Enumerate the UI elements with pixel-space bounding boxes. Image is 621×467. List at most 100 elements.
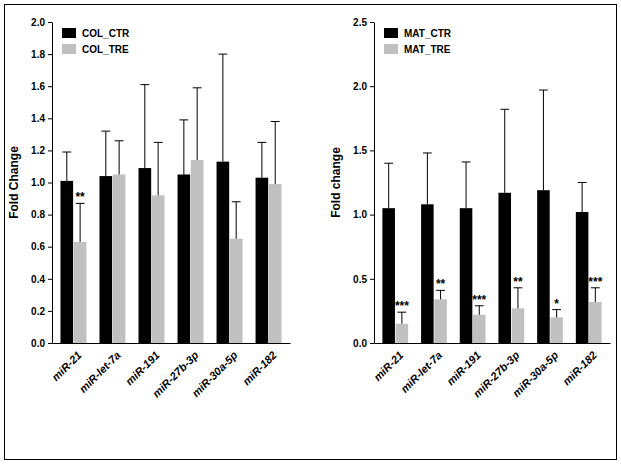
y-axis: 0.00.51.01.52.02.5 (353, 17, 374, 349)
error-bar (101, 131, 110, 176)
y-tick-mark (48, 22, 52, 23)
error-bar-cap (179, 119, 188, 120)
legend-swatch (384, 28, 398, 38)
y-axis-line (374, 23, 375, 344)
error-bar-stem (504, 109, 505, 192)
x-axis: miR-21miR-let-7amiR-191miR-27b-3pmiR-30a… (49, 343, 290, 400)
y-tick-mark (48, 343, 52, 344)
error-bar-stem (582, 183, 583, 213)
y-tick-mark (370, 279, 374, 280)
x-tick-label: miR-182 (560, 349, 599, 388)
error-bar-cap (218, 54, 227, 55)
error-bar-cap (115, 140, 124, 141)
y-tick-label: 1.4 (31, 113, 45, 124)
x-axis-line (53, 343, 291, 344)
x-tick: miR-30a-5p (510, 343, 561, 399)
x-tick: miR-let-7a (398, 343, 444, 395)
y-tick-label: 0.6 (31, 241, 45, 252)
error-bar-cap (140, 84, 149, 85)
bar (60, 181, 73, 343)
x-tick-label: miR-21 (371, 349, 405, 383)
error-bar (500, 109, 509, 192)
y-tick-mark (48, 247, 52, 248)
error-bar (62, 152, 71, 181)
y-tick-mark (48, 118, 52, 119)
figure-frame (5, 5, 617, 460)
x-axis-line (375, 343, 611, 344)
legend: MAT_CTRMAT_TRE (384, 28, 452, 55)
x-tick: miR-21 (371, 343, 405, 383)
bar (473, 315, 486, 343)
x-tick-label: miR-191 (123, 349, 162, 388)
x-tick: miR-30a-5p (189, 343, 240, 399)
x-tick: miR-182 (240, 343, 279, 388)
error-bar-cap (257, 142, 266, 143)
bar (99, 176, 112, 343)
error-bar (140, 85, 149, 168)
x-tick: miR-191 (444, 343, 483, 388)
legend-label: MAT_CTR (404, 28, 452, 39)
y-tick: 1.2 (31, 145, 52, 156)
series (60, 54, 268, 343)
error-bar-stem (427, 153, 428, 204)
annotations: ************** (395, 275, 603, 313)
bar (113, 174, 126, 343)
y-tick: 0.8 (31, 209, 52, 220)
error-bar (193, 88, 202, 160)
y-axis-title: Fold change (329, 147, 343, 218)
error-bar-stem (543, 90, 544, 190)
significance-label: *** (472, 293, 486, 307)
x-tick: miR-21 (49, 343, 83, 383)
error-bar (115, 141, 124, 175)
bar (217, 162, 230, 343)
error-bar (154, 142, 163, 195)
error-bar-stem (80, 203, 81, 242)
significance-label: *** (588, 275, 602, 289)
error-bar-stem (222, 54, 223, 162)
error-bar (384, 163, 393, 208)
y-tick-label: 0.0 (31, 338, 45, 349)
y-tick: 1.5 (353, 145, 374, 156)
y-tick-mark (48, 183, 52, 184)
y-tick: 1.8 (31, 49, 52, 60)
error-bar (436, 290, 445, 299)
y-axis-title: Fold Change (7, 146, 21, 219)
y-tick-mark (48, 311, 52, 312)
error-bar-stem (119, 141, 120, 175)
y-tick-mark (48, 279, 52, 280)
chart: **0.00.20.40.60.81.01.21.41.61.82.0miR-2… (7, 17, 290, 400)
series (382, 90, 588, 343)
y-tick: 0.4 (31, 274, 52, 285)
x-tick-label: miR-21 (49, 349, 83, 383)
bar (382, 208, 395, 343)
error-bar (232, 202, 241, 239)
y-tick-mark (370, 22, 374, 23)
error-bar-cap (62, 152, 71, 153)
y-tick-label: 0.0 (353, 338, 367, 349)
y-tick-label: 1.6 (31, 81, 45, 92)
y-tick: 1.4 (31, 113, 52, 124)
error-bar (271, 122, 280, 185)
error-bar-cap (154, 142, 163, 143)
significance-label: ** (75, 190, 85, 204)
legend: COL_CTRCOL_TRE (62, 28, 130, 55)
x-tick-label: miR-30a-5p (510, 349, 561, 400)
error-bar-cap (193, 87, 202, 88)
x-tick-label: miR-let-7a (398, 349, 444, 395)
y-axis: 0.00.20.40.60.81.01.21.41.61.82.0 (31, 17, 52, 349)
bar (256, 178, 269, 343)
bar (498, 193, 511, 343)
legend-swatch (384, 44, 398, 54)
x-tick-label: miR-182 (240, 349, 279, 388)
error-bar (76, 203, 85, 242)
error-bar-stem (556, 310, 557, 318)
plot-area (382, 90, 601, 343)
legend-swatch (62, 28, 76, 38)
error-bar-cap (462, 161, 471, 162)
y-tick-mark (370, 86, 374, 87)
y-tick-mark (370, 150, 374, 151)
x-tick: miR-let-7a (77, 343, 123, 395)
error-bar-stem (440, 290, 441, 299)
y-tick-label: 1.8 (31, 49, 45, 60)
bar (152, 195, 165, 343)
